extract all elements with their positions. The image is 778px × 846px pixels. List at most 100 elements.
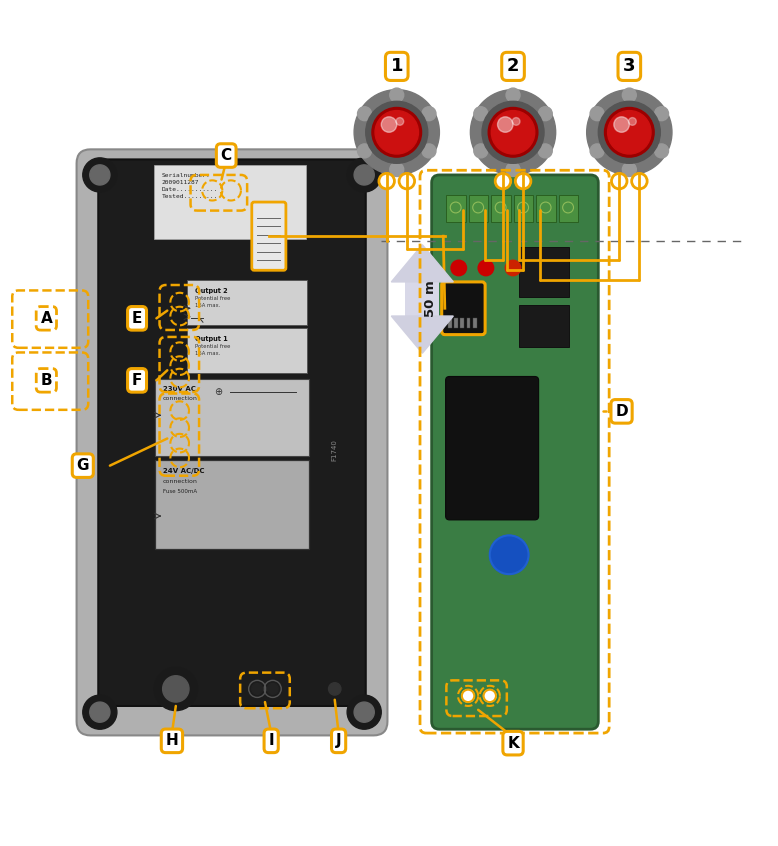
Circle shape <box>379 173 394 189</box>
Text: C: C <box>221 148 232 163</box>
Circle shape <box>462 689 475 702</box>
Circle shape <box>396 118 404 125</box>
Circle shape <box>587 90 672 175</box>
Circle shape <box>632 173 647 189</box>
Circle shape <box>354 165 374 185</box>
Text: connection: connection <box>163 396 198 401</box>
Circle shape <box>654 107 668 121</box>
FancyBboxPatch shape <box>252 202 286 270</box>
Circle shape <box>482 102 544 163</box>
Circle shape <box>268 684 279 695</box>
FancyBboxPatch shape <box>473 318 477 327</box>
Circle shape <box>512 118 520 125</box>
Circle shape <box>612 173 627 189</box>
Text: 24V AC/DC: 24V AC/DC <box>163 468 204 474</box>
FancyBboxPatch shape <box>519 305 569 347</box>
FancyBboxPatch shape <box>98 159 366 706</box>
Circle shape <box>399 173 415 189</box>
FancyBboxPatch shape <box>447 195 466 222</box>
FancyBboxPatch shape <box>559 195 578 222</box>
FancyBboxPatch shape <box>469 195 489 222</box>
Text: H: H <box>166 733 178 749</box>
Circle shape <box>328 683 341 695</box>
Text: 1: 1 <box>391 58 403 75</box>
Text: Fuse 500mA: Fuse 500mA <box>163 489 197 494</box>
Text: connection: connection <box>163 479 198 484</box>
Circle shape <box>605 107 654 157</box>
Text: Serialnumber:
2009011287
Date...........
Tested.........: Serialnumber: 2009011287 Date...........… <box>162 173 218 200</box>
Text: 50 m: 50 m <box>423 281 436 317</box>
Circle shape <box>347 695 381 729</box>
Circle shape <box>82 158 117 192</box>
FancyBboxPatch shape <box>446 376 538 520</box>
FancyBboxPatch shape <box>187 280 307 326</box>
Circle shape <box>538 107 552 121</box>
FancyBboxPatch shape <box>461 318 464 327</box>
Text: E: E <box>131 310 142 326</box>
FancyBboxPatch shape <box>536 195 555 222</box>
Circle shape <box>422 107 436 121</box>
Circle shape <box>422 144 436 158</box>
Circle shape <box>358 107 372 121</box>
FancyBboxPatch shape <box>187 328 307 373</box>
Circle shape <box>354 90 440 175</box>
Circle shape <box>490 536 528 574</box>
FancyBboxPatch shape <box>405 282 440 316</box>
FancyBboxPatch shape <box>154 165 306 239</box>
Text: ⊕: ⊕ <box>215 387 223 397</box>
Circle shape <box>354 702 374 722</box>
Circle shape <box>89 702 110 722</box>
Circle shape <box>252 684 263 695</box>
Circle shape <box>372 107 422 157</box>
Text: F1740: F1740 <box>331 439 338 461</box>
Circle shape <box>591 144 604 158</box>
Circle shape <box>498 117 513 132</box>
Circle shape <box>163 676 189 702</box>
Text: 230V AC: 230V AC <box>163 386 195 392</box>
Circle shape <box>375 111 419 154</box>
Circle shape <box>492 111 534 154</box>
Circle shape <box>505 261 520 276</box>
Text: K: K <box>507 736 519 750</box>
Circle shape <box>347 158 381 192</box>
Circle shape <box>506 162 520 177</box>
Circle shape <box>474 107 488 121</box>
FancyBboxPatch shape <box>513 195 533 222</box>
FancyBboxPatch shape <box>432 175 598 729</box>
Circle shape <box>366 102 428 163</box>
Text: A: A <box>40 310 52 326</box>
Circle shape <box>598 102 661 163</box>
Text: D: D <box>615 404 628 419</box>
Circle shape <box>506 88 520 102</box>
Circle shape <box>478 261 494 276</box>
Text: Potential free: Potential free <box>195 344 230 349</box>
Circle shape <box>629 118 636 125</box>
Text: 2: 2 <box>506 58 519 75</box>
Circle shape <box>608 111 651 154</box>
Text: 3: 3 <box>623 58 636 75</box>
Circle shape <box>381 117 397 132</box>
Text: Output 1: Output 1 <box>195 336 228 342</box>
Polygon shape <box>391 244 454 282</box>
Circle shape <box>484 689 496 702</box>
Circle shape <box>614 117 629 132</box>
FancyBboxPatch shape <box>155 460 309 548</box>
Text: J: J <box>336 733 342 749</box>
Circle shape <box>538 144 552 158</box>
Circle shape <box>591 107 604 121</box>
Circle shape <box>390 88 404 102</box>
Circle shape <box>622 162 636 177</box>
Circle shape <box>489 107 538 157</box>
FancyBboxPatch shape <box>492 195 510 222</box>
Circle shape <box>622 88 636 102</box>
Text: 16A max.: 16A max. <box>195 303 220 308</box>
Circle shape <box>654 144 668 158</box>
Circle shape <box>471 90 555 175</box>
Circle shape <box>358 144 372 158</box>
FancyBboxPatch shape <box>467 318 471 327</box>
Text: B: B <box>40 373 52 387</box>
Circle shape <box>496 173 510 189</box>
FancyBboxPatch shape <box>519 247 569 297</box>
Circle shape <box>451 261 467 276</box>
Circle shape <box>154 667 198 711</box>
